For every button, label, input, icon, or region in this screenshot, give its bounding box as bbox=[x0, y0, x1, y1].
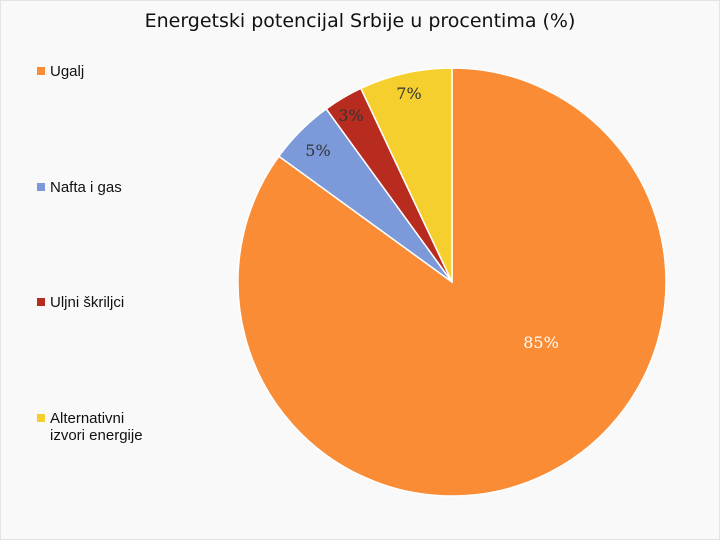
legend-item-alternativni-izvori: Alternativni izvori energije bbox=[37, 410, 150, 444]
chart-title: Energetski potencijal Srbije u procentim… bbox=[144, 10, 576, 32]
value-label-alternativni-izvori: 7% bbox=[396, 84, 421, 103]
legend-item-uljni-skriljci: Uljni škriljci bbox=[37, 294, 150, 311]
legend-label-ugalj: Ugalj bbox=[50, 63, 85, 80]
legend-label-uljni-skriljci: Uljni škriljci bbox=[50, 294, 125, 311]
legend-swatch-alternativni-izvori bbox=[37, 414, 45, 422]
legend-label-alternativni-izvori: Alternativni izvori energije bbox=[50, 410, 143, 444]
legend-swatch-uljni-skriljci bbox=[37, 298, 45, 306]
value-label-nafta-i-gas: 5% bbox=[305, 141, 330, 160]
value-label-uljni-skriljci: 3% bbox=[338, 106, 363, 125]
legend-item-nafta-i-gas: Nafta i gas bbox=[37, 179, 150, 196]
legend-swatch-nafta-i-gas bbox=[37, 183, 45, 191]
value-label-ugalj: 85% bbox=[523, 333, 559, 352]
pie-slice-alternativni-izvori bbox=[359, 67, 453, 283]
legend-item-ugalj: Ugalj bbox=[37, 63, 150, 80]
chart-legend: Ugalj Nafta i gas Uljni škriljci Alterna… bbox=[0, 0, 180, 540]
legend-swatch-ugalj bbox=[37, 67, 45, 75]
legend-label-nafta-i-gas: Nafta i gas bbox=[50, 179, 122, 196]
